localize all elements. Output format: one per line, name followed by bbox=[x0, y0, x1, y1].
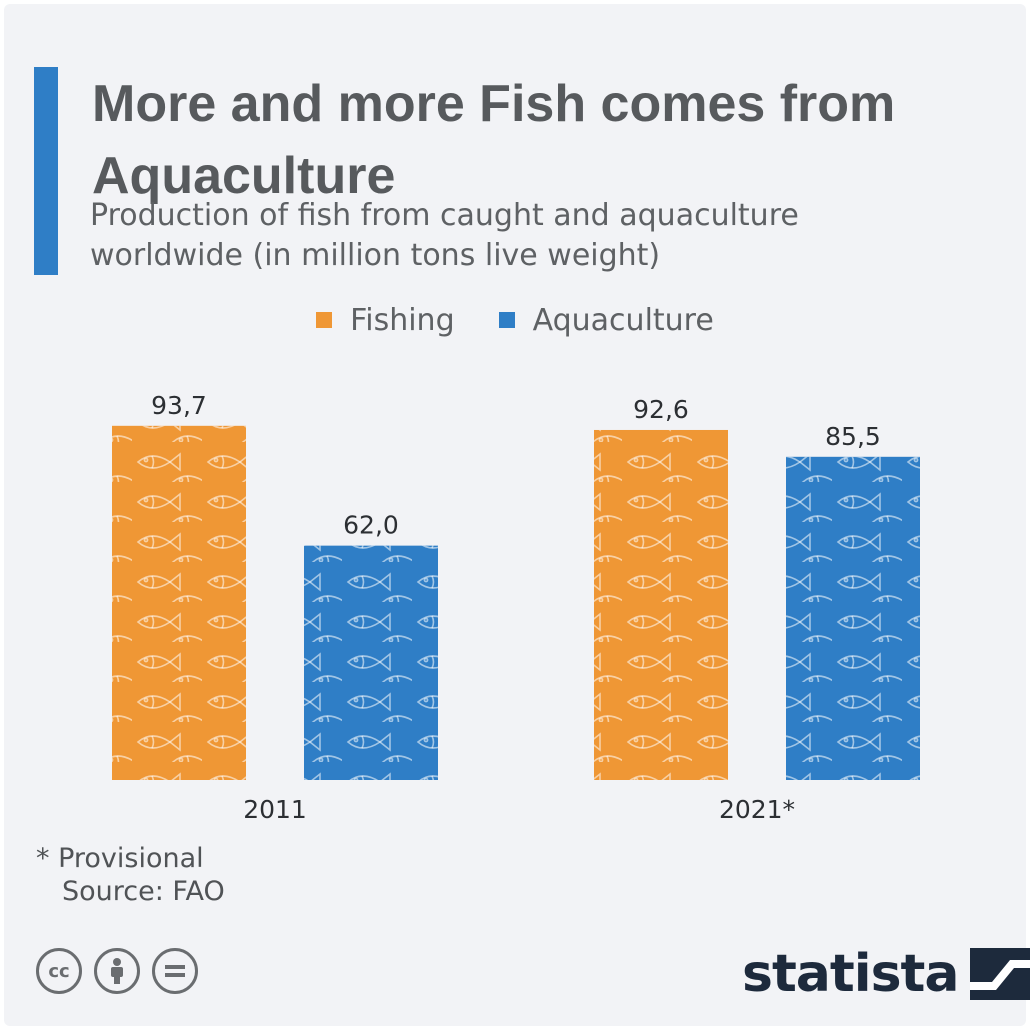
provisional-note: * Provisional bbox=[36, 843, 204, 874]
data-label-fishing-0: 93,7 bbox=[151, 391, 207, 420]
page-title: More and more Fish comes from Aquacultur… bbox=[92, 68, 992, 212]
chart-footnote: * Provisional Source: FAO bbox=[36, 842, 225, 908]
title-line-1: More and more Fish comes from bbox=[92, 75, 896, 133]
legend-item-fishing: Fishing bbox=[316, 302, 455, 338]
chart-subtitle: Production of fish from caught and aquac… bbox=[90, 196, 990, 276]
statista-logo-icon bbox=[970, 948, 1030, 1000]
data-label-aquaculture-0: 62,0 bbox=[343, 511, 399, 540]
source-note: Source: FAO bbox=[62, 876, 225, 907]
title-accent-bar bbox=[34, 67, 58, 275]
legend-swatch-aquaculture bbox=[498, 312, 515, 328]
license-icons: cc bbox=[36, 948, 210, 994]
bar-pattern-aquaculture-1 bbox=[786, 456, 920, 780]
subtitle-line-1: Production of fish from caught and aquac… bbox=[90, 198, 799, 233]
category-label-1: 2021* bbox=[719, 795, 795, 824]
no-derivatives-icon[interactable] bbox=[152, 948, 198, 994]
cc-icon[interactable]: cc bbox=[36, 948, 82, 994]
chart-legend: Fishing Aquaculture bbox=[0, 300, 1030, 340]
category-label-0: 2011 bbox=[243, 795, 307, 824]
legend-swatch-fishing bbox=[316, 312, 333, 328]
legend-label-aquaculture: Aquaculture bbox=[532, 302, 714, 338]
statista-brand[interactable]: statista bbox=[742, 942, 1030, 1006]
title-line-2: Aquaculture bbox=[92, 147, 396, 205]
bar-pattern-aquaculture-0 bbox=[304, 545, 438, 780]
legend-label-fishing: Fishing bbox=[350, 302, 455, 338]
bar-pattern-fishing-1 bbox=[594, 429, 728, 780]
data-label-aquaculture-1: 85,5 bbox=[825, 422, 881, 451]
bar-pattern-fishing-0 bbox=[112, 425, 246, 780]
legend-item-aquaculture: Aquaculture bbox=[498, 302, 714, 338]
brand-wordmark: statista bbox=[742, 944, 959, 1004]
data-label-fishing-1: 92,6 bbox=[633, 395, 689, 424]
by-attribution-icon[interactable] bbox=[94, 948, 140, 994]
subtitle-line-2: worldwide (in million tons live weight) bbox=[90, 238, 661, 273]
